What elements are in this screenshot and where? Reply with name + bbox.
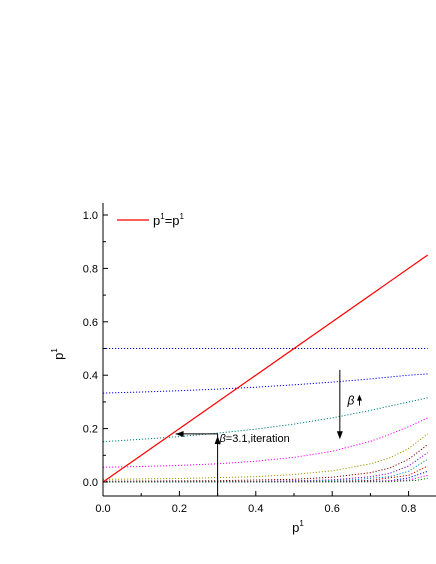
legend: p1=p1 [117, 212, 185, 228]
y-axis-title: p1 [50, 348, 66, 360]
y-tick-label: 0.6 [83, 317, 98, 329]
beta-up-arrow-head [356, 394, 362, 401]
series-line-3 [103, 397, 428, 443]
beta-label-group: β [346, 394, 362, 408]
x-ticks: 0.0 0.2 0.4 0.6 0.8 [95, 491, 416, 515]
y-tick-label: 1.0 [83, 210, 98, 222]
iteration-up-arrow-head [214, 435, 221, 444]
beta-label: β [346, 394, 354, 408]
series-line-7 [103, 452, 428, 483]
trend-arrow-head [336, 431, 343, 440]
y-tick-label: 0.2 [83, 424, 98, 436]
series-line-2 [103, 373, 428, 394]
series-line-11 [103, 474, 428, 483]
iteration-path-line [175, 433, 219, 496]
trend-arrow [336, 369, 343, 440]
legend-label: p1=p1 [153, 212, 185, 228]
x-tick-label: 0.2 [172, 503, 187, 515]
y-tick-label: 0.4 [83, 370, 98, 382]
series-layer [103, 348, 429, 483]
series-line-12 [103, 477, 428, 483]
iteration-path [175, 430, 221, 496]
y-tick-label: 0.0 [83, 477, 98, 489]
series-line-4 [103, 417, 428, 468]
identity-line [103, 254, 429, 483]
x-tick-label: 0.6 [325, 503, 340, 515]
x-tick-label: 0.0 [95, 503, 110, 515]
y-ticks: 0.0 0.2 0.4 0.6 0.8 1.0 [83, 210, 108, 489]
x-tick-label: 0.4 [248, 503, 263, 515]
iteration-left-arrow-head [175, 430, 184, 437]
y-tick-label: 0.8 [83, 263, 98, 275]
x-axis-title: p1 [292, 519, 304, 535]
x-tick-label: 0.8 [401, 503, 416, 515]
iteration-label: β=3.1,iteration [219, 433, 290, 445]
series-line-9 [103, 465, 428, 483]
